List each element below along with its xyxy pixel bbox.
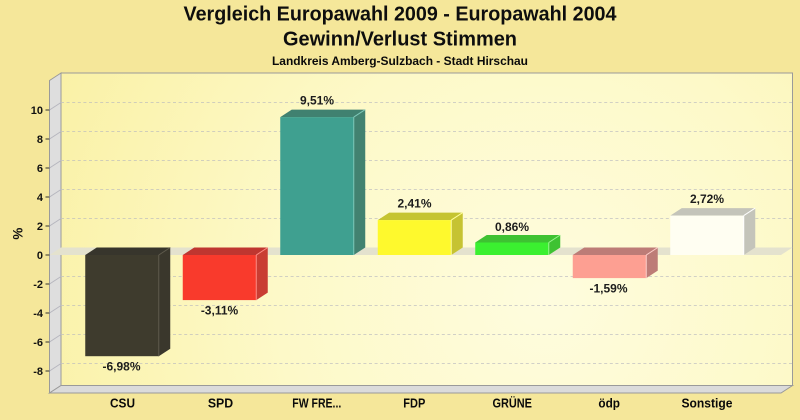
svg-text:ödp: ödp: [598, 396, 620, 411]
svg-text:2,41%: 2,41%: [397, 197, 431, 211]
svg-text:Gewinn/Verlust Stimmen: Gewinn/Verlust Stimmen: [283, 29, 517, 51]
svg-text:FDP: FDP: [403, 396, 425, 411]
svg-text:8: 8: [37, 134, 43, 146]
svg-text:-4: -4: [33, 308, 44, 320]
svg-text:%: %: [11, 228, 26, 240]
svg-text:4: 4: [37, 192, 44, 204]
svg-text:0: 0: [37, 250, 43, 262]
svg-text:GRÜNE: GRÜNE: [492, 396, 532, 411]
svg-text:-6,98%: -6,98%: [102, 360, 140, 374]
svg-text:FW FRE...: FW FRE...: [292, 396, 341, 411]
svg-text:6: 6: [37, 163, 43, 175]
svg-text:-8: -8: [33, 366, 43, 378]
svg-text:Vergleich Europawahl 2009 - Eu: Vergleich Europawahl 2009 - Europawahl 2…: [184, 4, 618, 26]
svg-text:0,86%: 0,86%: [495, 220, 529, 234]
svg-text:10: 10: [31, 105, 43, 117]
svg-text:-6: -6: [33, 337, 43, 349]
svg-text:Landkreis Amberg-Sulzbach - St: Landkreis Amberg-Sulzbach - Stadt Hirsch…: [272, 54, 528, 68]
svg-text:-2: -2: [33, 279, 43, 291]
svg-text:Sonstige: Sonstige: [682, 396, 733, 411]
svg-text:CSU: CSU: [110, 396, 135, 411]
svg-text:-1,59%: -1,59%: [589, 282, 627, 296]
svg-text:2,72%: 2,72%: [690, 192, 724, 206]
svg-text:9,51%: 9,51%: [300, 94, 334, 108]
svg-text:2: 2: [37, 221, 43, 233]
svg-text:-3,11%: -3,11%: [201, 304, 239, 318]
svg-text:SPD: SPD: [208, 396, 233, 411]
